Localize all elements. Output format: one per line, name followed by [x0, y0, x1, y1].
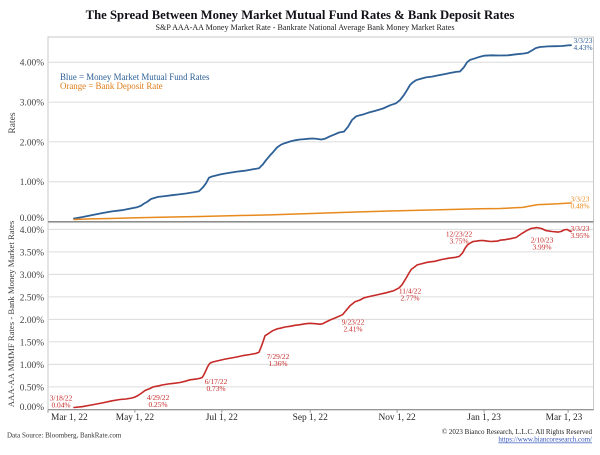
svg-text:Sep 1, 22: Sep 1, 22: [293, 413, 328, 423]
svg-text:Rates: Rates: [8, 112, 18, 133]
svg-text:Blue = Money Market Mutual Fun: Blue = Money Market Mutual Fund Rates: [60, 72, 210, 82]
svg-text:3/18/22: 3/18/22: [50, 394, 73, 403]
svg-text:3.95%: 3.95%: [570, 231, 589, 240]
svg-text:0.48%: 0.48%: [570, 202, 589, 211]
svg-text:The Spread Between Money Marke: The Spread Between Money Market Mutual F…: [86, 8, 515, 22]
svg-text:3.00%: 3.00%: [20, 271, 44, 281]
svg-text:2.41%: 2.41%: [343, 325, 362, 334]
svg-text:Mar 1, 23: Mar 1, 23: [546, 413, 583, 423]
svg-text:9/23/22: 9/23/22: [342, 318, 365, 327]
svg-text:3/3/23: 3/3/23: [571, 195, 590, 204]
svg-text:1.00%: 1.00%: [20, 361, 44, 371]
svg-text:3.99%: 3.99%: [532, 243, 551, 252]
svg-text:11/4/22: 11/4/22: [399, 287, 422, 296]
svg-text:3.00%: 3.00%: [20, 99, 44, 109]
svg-text:https://www.biancoresearch.com: https://www.biancoresearch.com/: [498, 436, 592, 444]
svg-text:4/29/22: 4/29/22: [147, 393, 170, 402]
svg-text:6/17/22: 6/17/22: [205, 377, 228, 386]
svg-text:Mar 1, 22: Mar 1, 22: [51, 413, 88, 423]
svg-text:May 1, 22: May 1, 22: [116, 413, 155, 423]
svg-text:3.75%: 3.75%: [449, 237, 468, 246]
svg-text:2.00%: 2.00%: [20, 316, 44, 326]
svg-text:AAA-AA MMMF Rates - Bank Money: AAA-AA MMMF Rates - Bank Money Market Ra…: [6, 220, 16, 407]
svg-text:Jan 1, 23: Jan 1, 23: [467, 413, 501, 423]
svg-text:3/3/23: 3/3/23: [571, 224, 590, 233]
svg-text:0.25%: 0.25%: [148, 400, 167, 409]
svg-text:Jul 1, 22: Jul 1, 22: [206, 413, 238, 423]
svg-text:0.50%: 0.50%: [20, 383, 44, 393]
svg-text:0.04%: 0.04%: [51, 401, 70, 410]
svg-text:2.50%: 2.50%: [20, 293, 44, 303]
svg-text:Data Source: Bloomberg, BankRa: Data Source: Bloomberg, BankRate.com: [7, 432, 122, 440]
svg-text:0.00%: 0.00%: [20, 403, 44, 413]
svg-text:4.43%: 4.43%: [573, 43, 592, 52]
svg-text:2/10/23: 2/10/23: [531, 236, 554, 245]
svg-text:7/29/22: 7/29/22: [267, 352, 290, 361]
svg-text:1.50%: 1.50%: [20, 338, 44, 348]
svg-text:1.00%: 1.00%: [20, 178, 44, 188]
svg-text:Nov 1, 22: Nov 1, 22: [378, 413, 416, 423]
svg-text:0.73%: 0.73%: [206, 384, 225, 393]
svg-text:4.00%: 4.00%: [20, 59, 44, 69]
svg-text:0.00%: 0.00%: [20, 214, 44, 224]
svg-text:© 2023 Bianco Research, L.L.C.: © 2023 Bianco Research, L.L.C. All Right…: [442, 428, 593, 436]
svg-text:2.00%: 2.00%: [20, 138, 44, 148]
svg-text:S&P AAA-AA Money Market Rate -: S&P AAA-AA Money Market Rate - Bankrate …: [156, 23, 455, 32]
svg-text:1.36%: 1.36%: [268, 359, 287, 368]
svg-text:12/23/22: 12/23/22: [446, 230, 473, 239]
svg-text:4.00%: 4.00%: [20, 226, 44, 236]
svg-text:3.50%: 3.50%: [20, 248, 44, 258]
svg-text:3/3/23: 3/3/23: [574, 36, 593, 45]
svg-text:2.77%: 2.77%: [400, 294, 419, 303]
svg-text:Orange = Bank Deposit Rate: Orange = Bank Deposit Rate: [60, 81, 163, 91]
